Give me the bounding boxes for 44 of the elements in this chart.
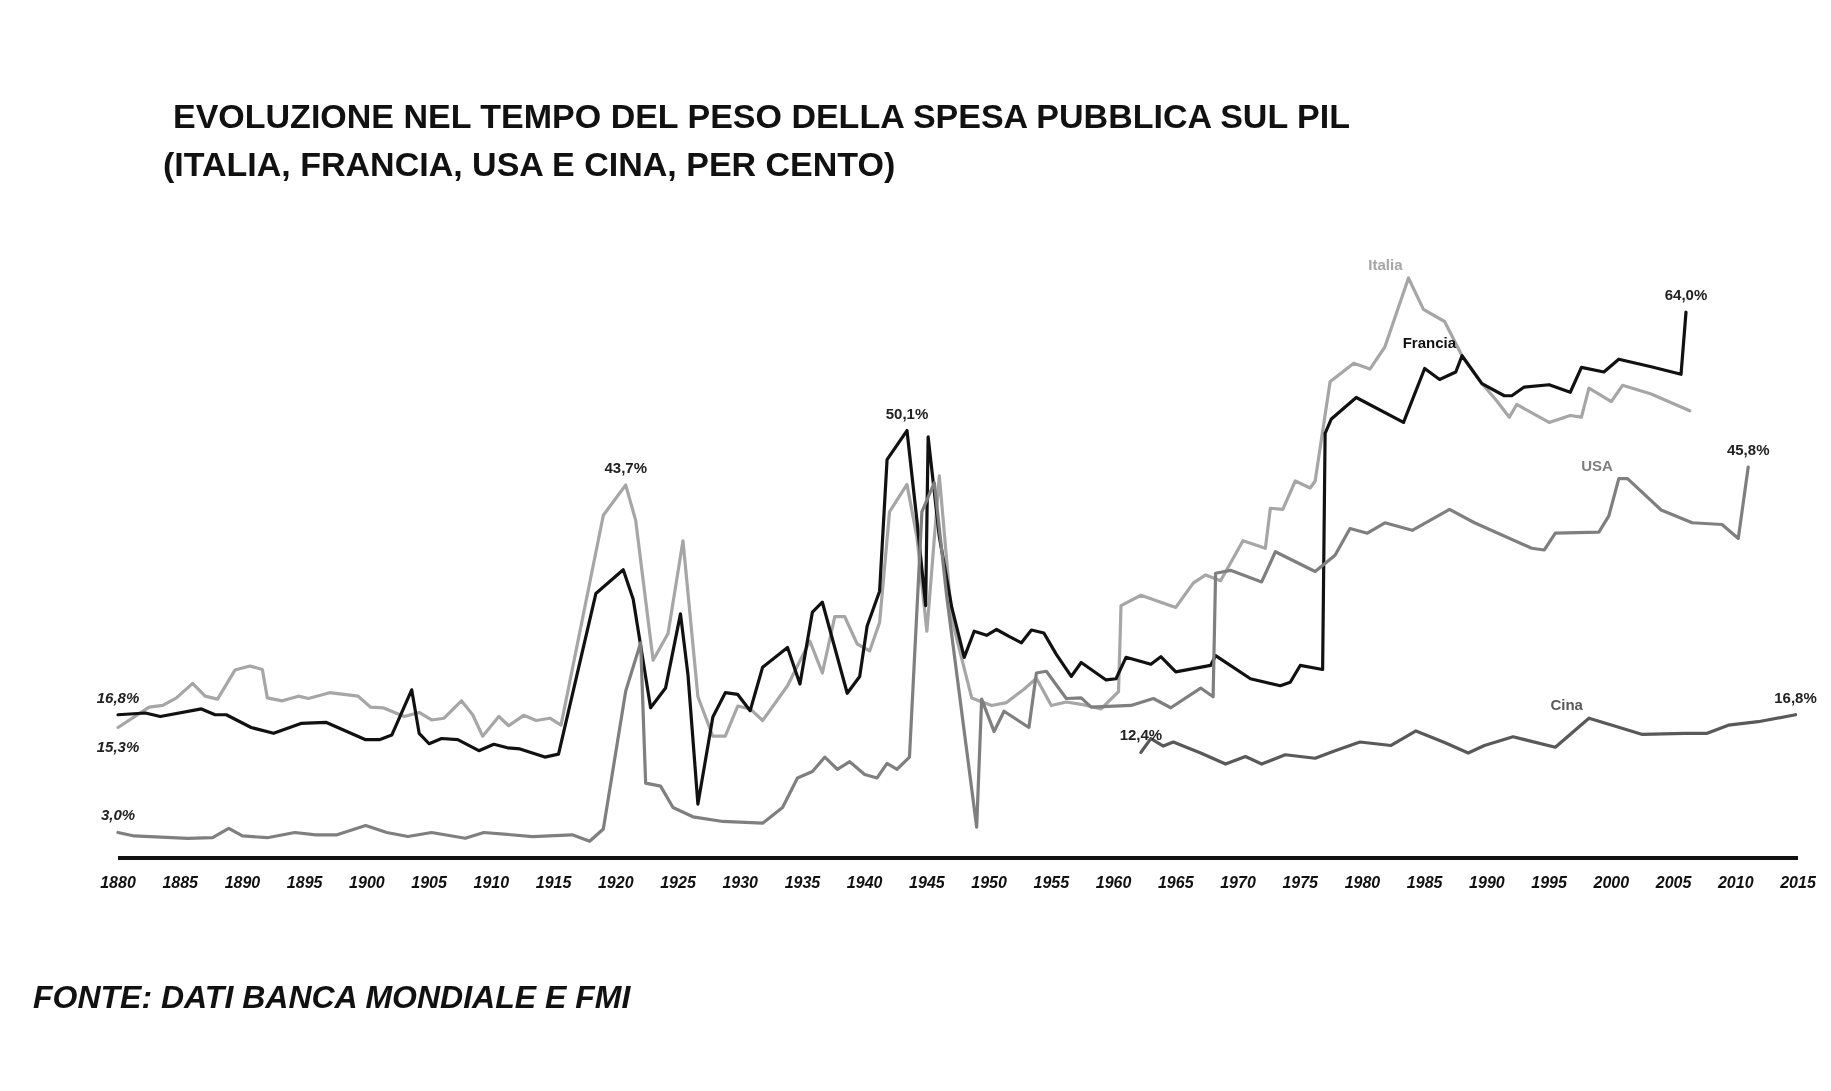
annotation: 12,4% <box>1119 726 1163 744</box>
x-tick-label: 1890 <box>224 874 261 891</box>
annotation: 16,8% <box>96 688 140 706</box>
x-tick-label: 1970 <box>1220 874 1256 891</box>
x-tick-label: 1985 <box>1406 874 1444 891</box>
x-tick-label: 1965 <box>1157 874 1195 891</box>
annotation: 43,7% <box>604 459 648 477</box>
x-tick-label: 1950 <box>971 874 1008 891</box>
x-tick-label: 1930 <box>722 874 759 891</box>
chart-subtitle: (ITALIA, FRANCIA, USA E CINA, PER CENTO) <box>163 145 896 183</box>
x-tick-label: 1920 <box>597 874 634 891</box>
annotation: 16,8% <box>1774 688 1817 706</box>
x-tick-label: 1910 <box>473 874 510 891</box>
x-tick-label: 1925 <box>660 874 697 891</box>
x-tick-label: 1900 <box>349 874 385 891</box>
x-tick-label: 1935 <box>784 874 822 891</box>
x-tick-label: 2010 <box>1716 874 1754 891</box>
x-tick-label: 1945 <box>909 874 946 891</box>
x-tick-label: 1880 <box>100 874 136 891</box>
x-tick-label: 1990 <box>1469 874 1505 891</box>
series-label: Francia <box>1402 333 1457 351</box>
x-tick-label: 2005 <box>1654 874 1693 891</box>
x-tick-label: 1885 <box>162 874 200 891</box>
x-tick-label: 1940 <box>846 874 883 891</box>
series-label: Italia <box>1368 256 1404 273</box>
x-tick-label: 1955 <box>1033 874 1071 891</box>
x-tick-label: 1995 <box>1531 874 1569 891</box>
x-tick-label: 2000 <box>1592 874 1630 891</box>
source-note: FONTE: DATI BANCA MONDIALE E FMI <box>33 979 632 1015</box>
annotation: 45,8% <box>1726 441 1770 459</box>
x-tick-label: 1895 <box>286 874 324 891</box>
annotation: 64,0% <box>1664 286 1708 304</box>
x-tick-label: 2015 <box>1779 874 1817 891</box>
series-label: Cina <box>1550 696 1584 714</box>
annotation: 50,1% <box>885 404 929 422</box>
chart-title: EVOLUZIONE NEL TEMPO DEL PESO DELLA SPESA PUBBLICA SUL PIL <box>173 97 1350 135</box>
x-tick-label: 1975 <box>1282 874 1320 891</box>
x-tick-label: 1905 <box>411 874 449 891</box>
series-label: USA <box>1581 456 1613 474</box>
x-tick-label: 1915 <box>535 874 573 891</box>
x-tick-label: 1980 <box>1344 874 1381 891</box>
x-tick-label: 1960 <box>1095 874 1132 891</box>
annotation: 3,0% <box>100 806 136 824</box>
annotation: 15,3% <box>96 737 140 755</box>
